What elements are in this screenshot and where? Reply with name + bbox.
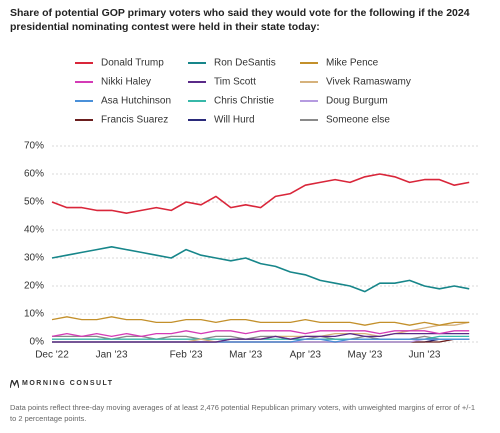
- legend-label: Donald Trump: [101, 58, 164, 69]
- x-tick-label: Feb '23: [170, 350, 203, 361]
- x-tick-label: Jan '23: [96, 350, 128, 361]
- x-tick-label: Mar '23: [229, 350, 262, 361]
- logo-icon: [10, 380, 19, 388]
- legend-label: Chris Christie: [214, 96, 274, 107]
- series-line: [51, 316, 470, 326]
- y-tick-label: 50%: [24, 197, 44, 208]
- y-tick-label: 20%: [24, 281, 44, 292]
- legend-label: Mike Pence: [326, 58, 379, 69]
- x-tick-label: Jun '23: [409, 350, 441, 361]
- legend-label: Ron DeSantis: [214, 58, 276, 69]
- legend-label: Asa Hutchinson: [101, 96, 171, 107]
- legend-label: Someone else: [326, 115, 390, 126]
- legend-label: Francis Suarez: [101, 115, 168, 126]
- series-line: [52, 332, 470, 343]
- series-line: [51, 246, 470, 293]
- logo: MORNING CONSULT: [22, 380, 114, 387]
- x-tick-label: Dec '22: [35, 350, 69, 361]
- y-tick-label: 60%: [24, 169, 44, 180]
- x-tick-label: May '23: [348, 350, 383, 361]
- x-tick-label: Apr '23: [290, 350, 322, 361]
- legend-label: Will Hurd: [214, 115, 255, 126]
- footnote: Data points reflect three-day moving ave…: [10, 403, 476, 423]
- legend-label: Doug Burgum: [326, 96, 388, 107]
- y-tick-label: 70%: [24, 141, 44, 152]
- y-tick-label: 30%: [24, 253, 44, 264]
- y-tick-label: 0%: [30, 337, 45, 348]
- y-tick-label: 10%: [24, 309, 44, 320]
- chart-title: Share of potential GOP primary voters wh…: [10, 7, 470, 33]
- legend-label: Nikki Haley: [101, 77, 151, 88]
- series-line: [51, 173, 470, 214]
- legend-label: Tim Scott: [214, 77, 256, 88]
- legend-label: Vivek Ramaswamy: [326, 77, 411, 88]
- y-tick-label: 40%: [24, 225, 44, 236]
- series-line: [51, 330, 470, 338]
